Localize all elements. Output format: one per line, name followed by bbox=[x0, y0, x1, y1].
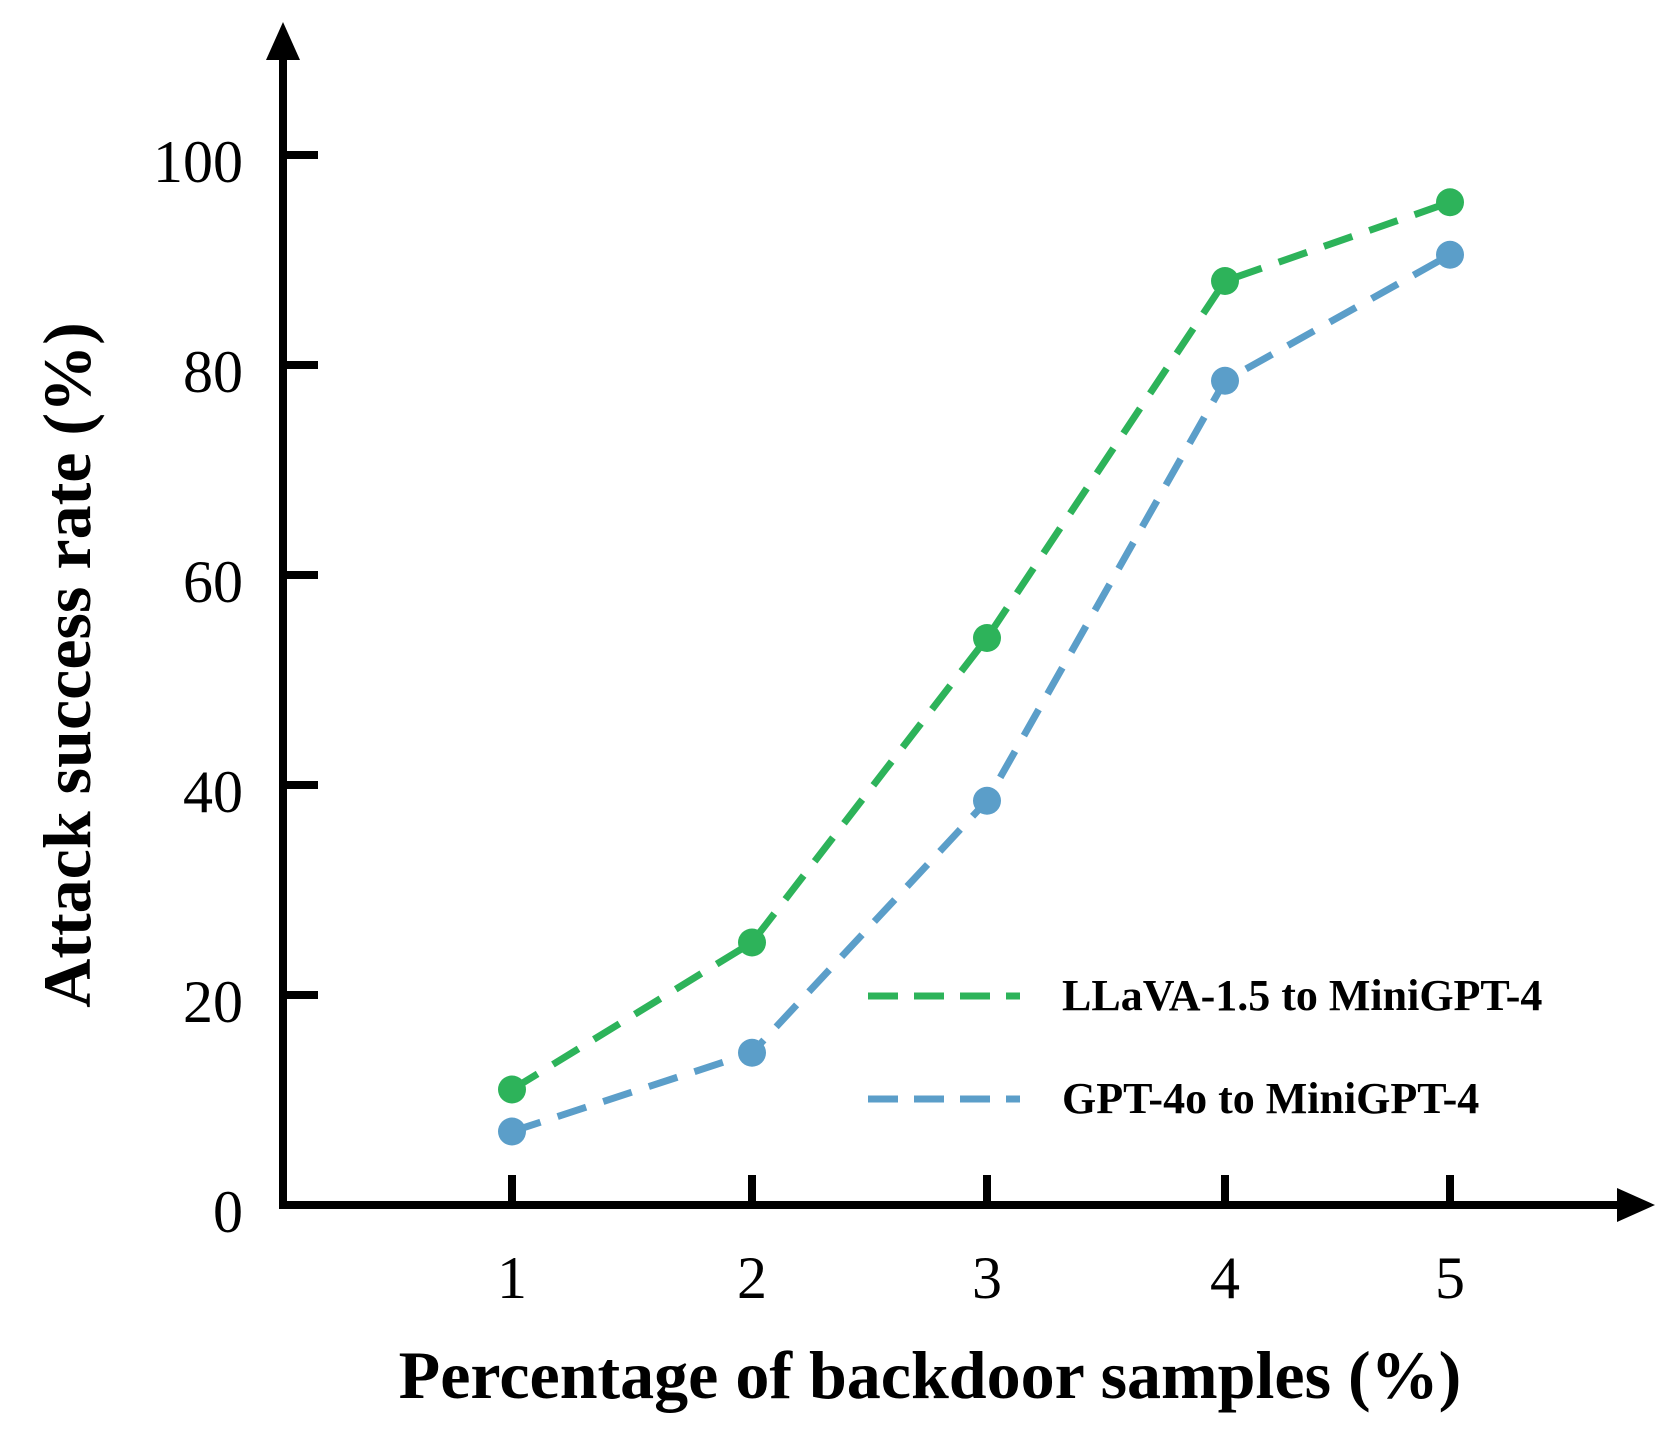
y-axis-arrow bbox=[266, 22, 300, 60]
series-1-point-1 bbox=[498, 1117, 526, 1146]
x-tick-label-4: 4 bbox=[1210, 1245, 1240, 1311]
x-tick-label-2: 2 bbox=[737, 1245, 767, 1311]
y-tick-label-0: 0 bbox=[213, 1179, 243, 1245]
y-tick-label-80: 80 bbox=[183, 339, 243, 405]
x-tick-label-1: 1 bbox=[497, 1245, 527, 1311]
y-tick-label-40: 40 bbox=[183, 759, 243, 825]
series-0-point-5 bbox=[1436, 188, 1464, 217]
x-axis-title: Percentage of backdoor samples (%) bbox=[399, 1337, 1462, 1413]
x-tick-label-5: 5 bbox=[1435, 1245, 1465, 1311]
y-ticks bbox=[283, 151, 318, 999]
series-1-point-5 bbox=[1436, 240, 1464, 269]
legend-label-llava: LLaVA-1.5 to MiniGPT-4 bbox=[1062, 971, 1542, 1020]
series-1-point-2 bbox=[738, 1038, 766, 1067]
y-axis-title: Attack success rate (%) bbox=[29, 322, 105, 1007]
x-tick-label-3: 3 bbox=[972, 1245, 1002, 1311]
series-0-point-3 bbox=[973, 624, 1001, 652]
y-tick-label-100: 100 bbox=[153, 129, 243, 195]
series-layer bbox=[498, 188, 1464, 1146]
x-axis-arrow bbox=[1617, 1188, 1655, 1222]
x-ticks bbox=[508, 1175, 1454, 1205]
legend: LLaVA-1.5 to MiniGPT-4 GPT-4o to MiniGPT… bbox=[868, 971, 1542, 1123]
series-0-point-2 bbox=[738, 928, 766, 957]
y-tick-label-20: 20 bbox=[183, 969, 243, 1035]
legend-label-gpt4o: GPT-4o to MiniGPT-4 bbox=[1062, 1074, 1479, 1123]
series-0-point-1 bbox=[498, 1075, 526, 1104]
series-line-0 bbox=[510, 198, 1452, 1093]
series-1-point-3 bbox=[973, 786, 1001, 815]
y-tick-label-60: 60 bbox=[183, 549, 243, 615]
series-1-point-4 bbox=[1211, 366, 1239, 395]
series-0-point-4 bbox=[1211, 267, 1239, 295]
